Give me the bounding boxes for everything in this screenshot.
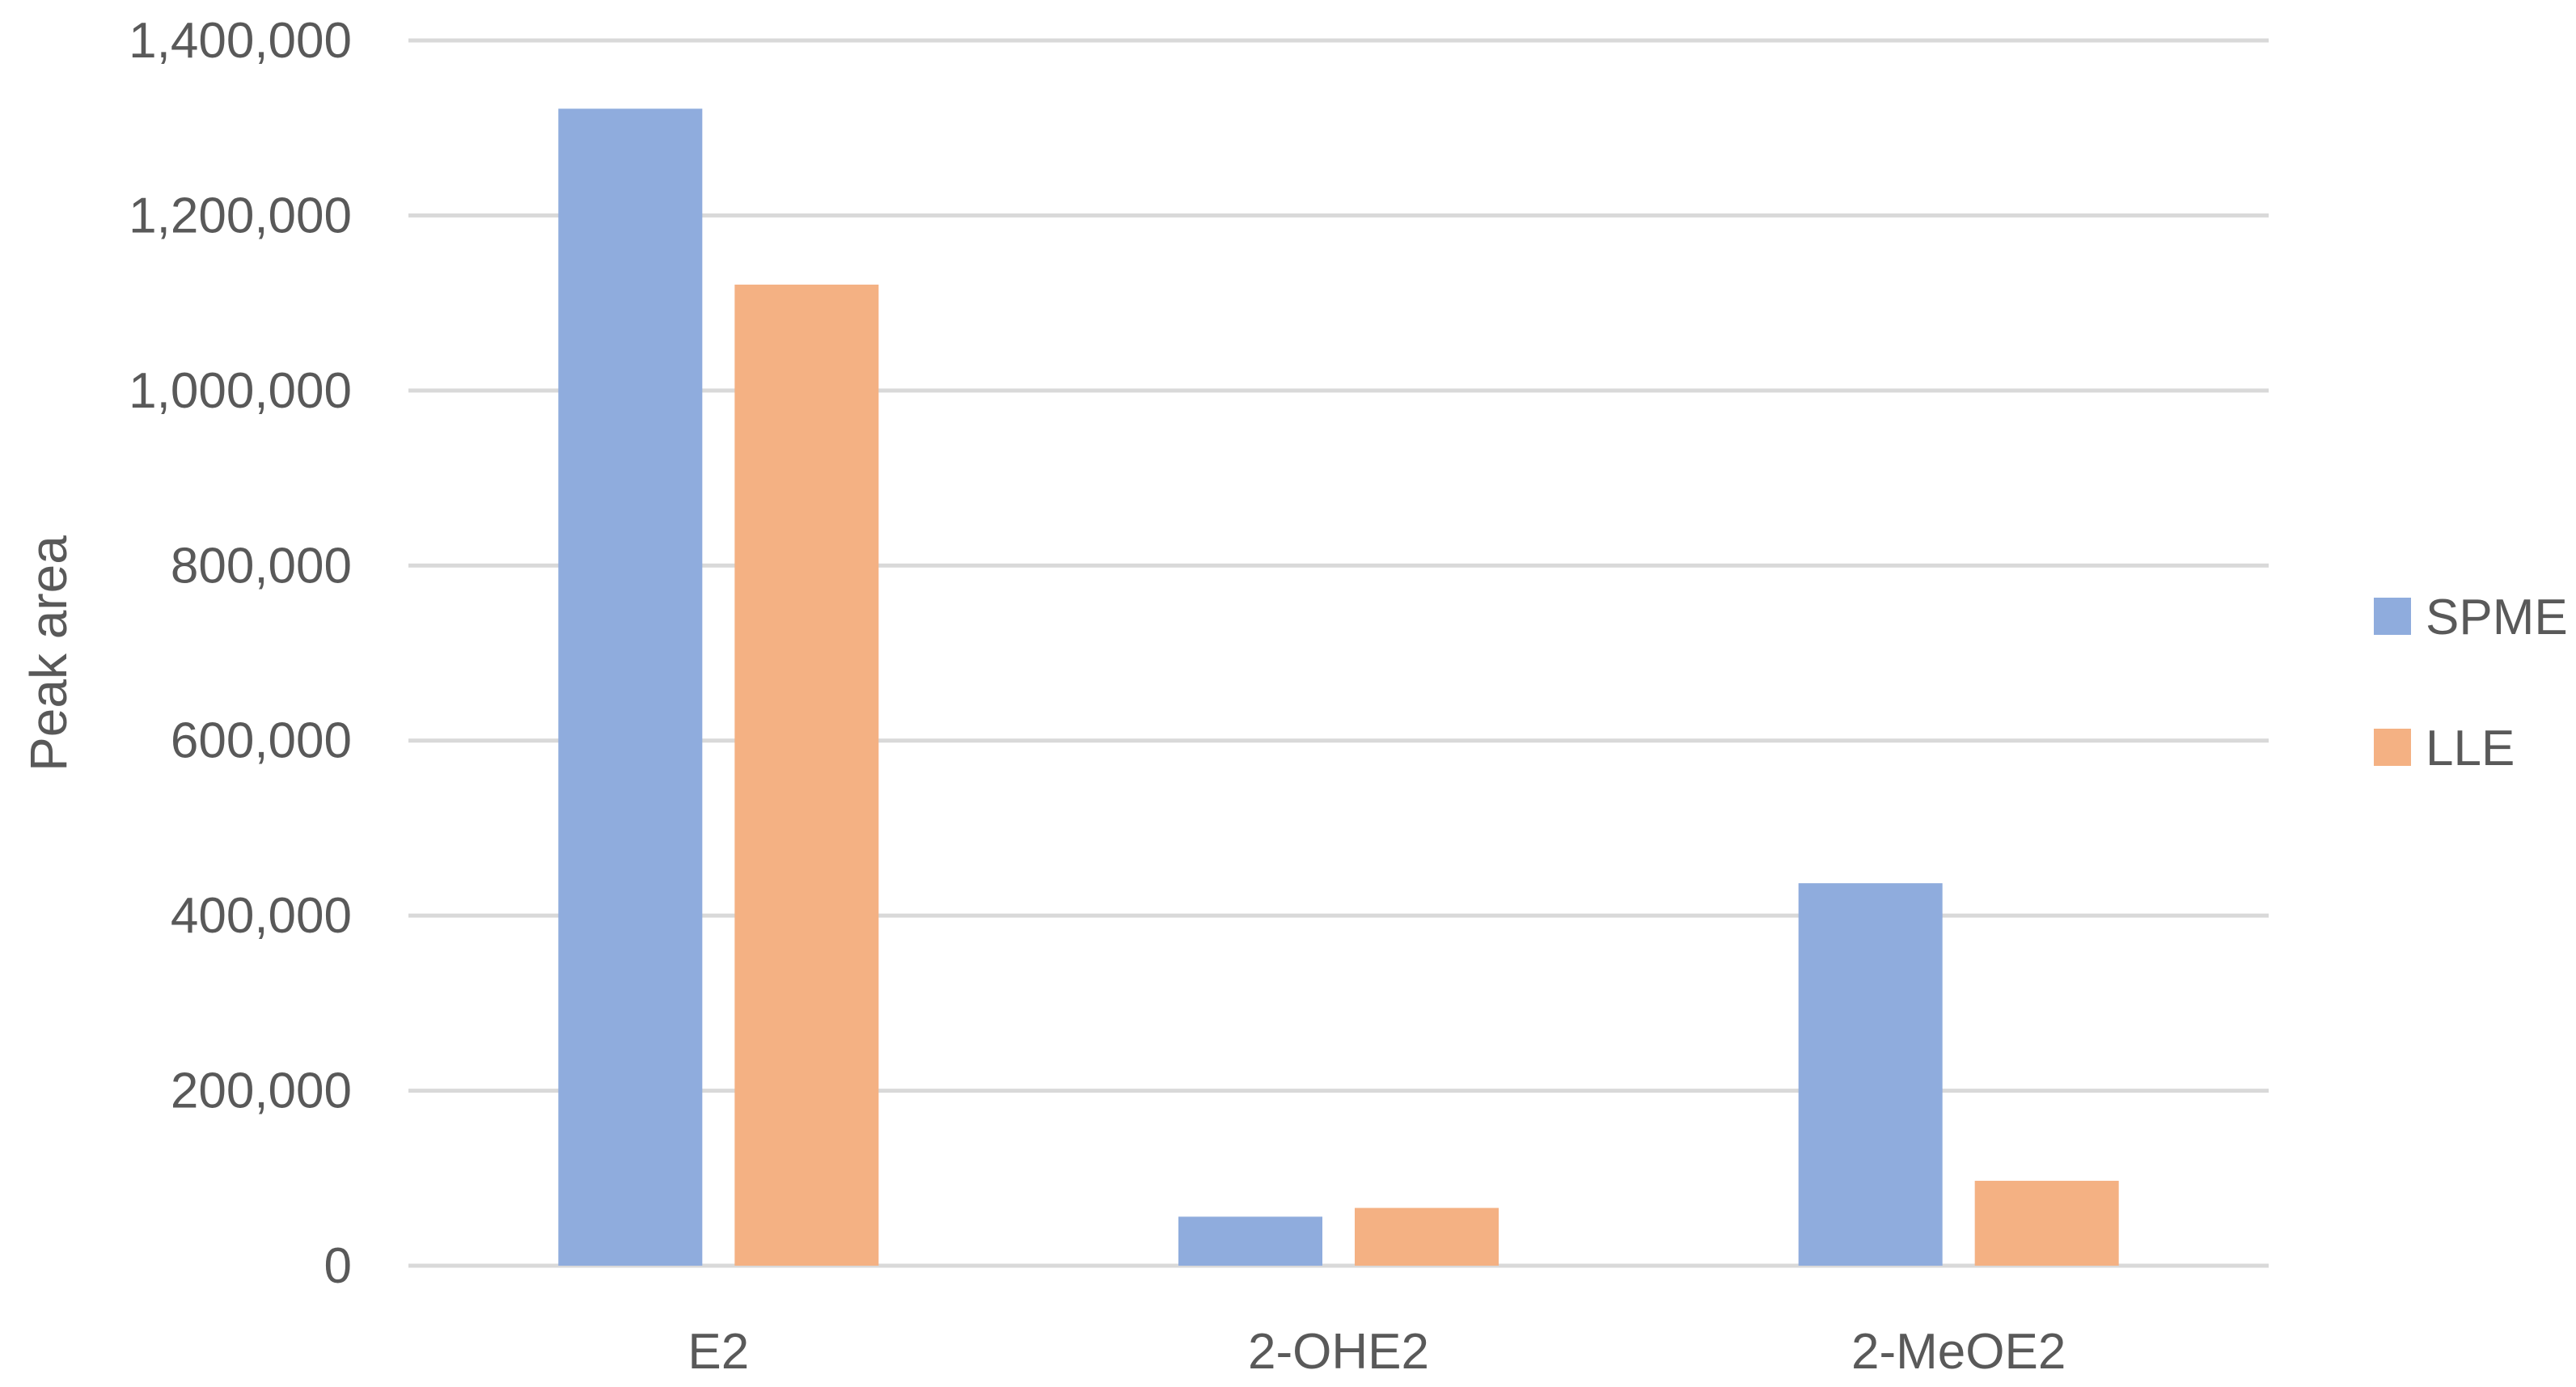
y-tick-label: 0	[324, 1238, 352, 1294]
bar-lle-2-meoe2	[1974, 1181, 2119, 1266]
y-axis-ticks: 0 200,000 400,000 600,000 800,000 1,000,000 1,…	[129, 13, 352, 1294]
bar-spme-e2	[558, 108, 703, 1266]
gridlines	[408, 38, 2269, 1268]
legend-swatch-spme	[2374, 598, 2411, 635]
bar-spme-2-ohe2	[1178, 1216, 1322, 1266]
x-tick-label: 2-OHE2	[1248, 1324, 1429, 1380]
y-tick-label: 200,000	[171, 1064, 352, 1119]
legend: SPME LLE	[2374, 590, 2568, 776]
bars	[558, 108, 2119, 1266]
x-tick-label: 2-MeOE2	[1851, 1324, 2066, 1380]
legend-label-spme: SPME	[2426, 590, 2568, 645]
y-tick-label: 1,200,000	[129, 188, 352, 243]
y-tick-label: 1,000,000	[129, 363, 352, 419]
y-tick-label: 400,000	[171, 888, 352, 944]
y-tick-label: 600,000	[171, 713, 352, 769]
legend-swatch-lle	[2374, 729, 2411, 766]
y-axis-title: Peak area	[19, 535, 78, 772]
y-tick-label: 1,400,000	[129, 13, 352, 69]
y-tick-label: 800,000	[171, 538, 352, 594]
bar-lle-e2	[734, 284, 879, 1266]
bar-lle-2-ohe2	[1355, 1207, 1499, 1266]
bar-spme-2-meoe2	[1798, 883, 1943, 1266]
legend-label-lle: LLE	[2426, 721, 2515, 776]
x-tick-label: E2	[687, 1324, 749, 1380]
x-axis-ticks: E2 2-OHE2 2-MeOE2	[687, 1324, 2066, 1380]
